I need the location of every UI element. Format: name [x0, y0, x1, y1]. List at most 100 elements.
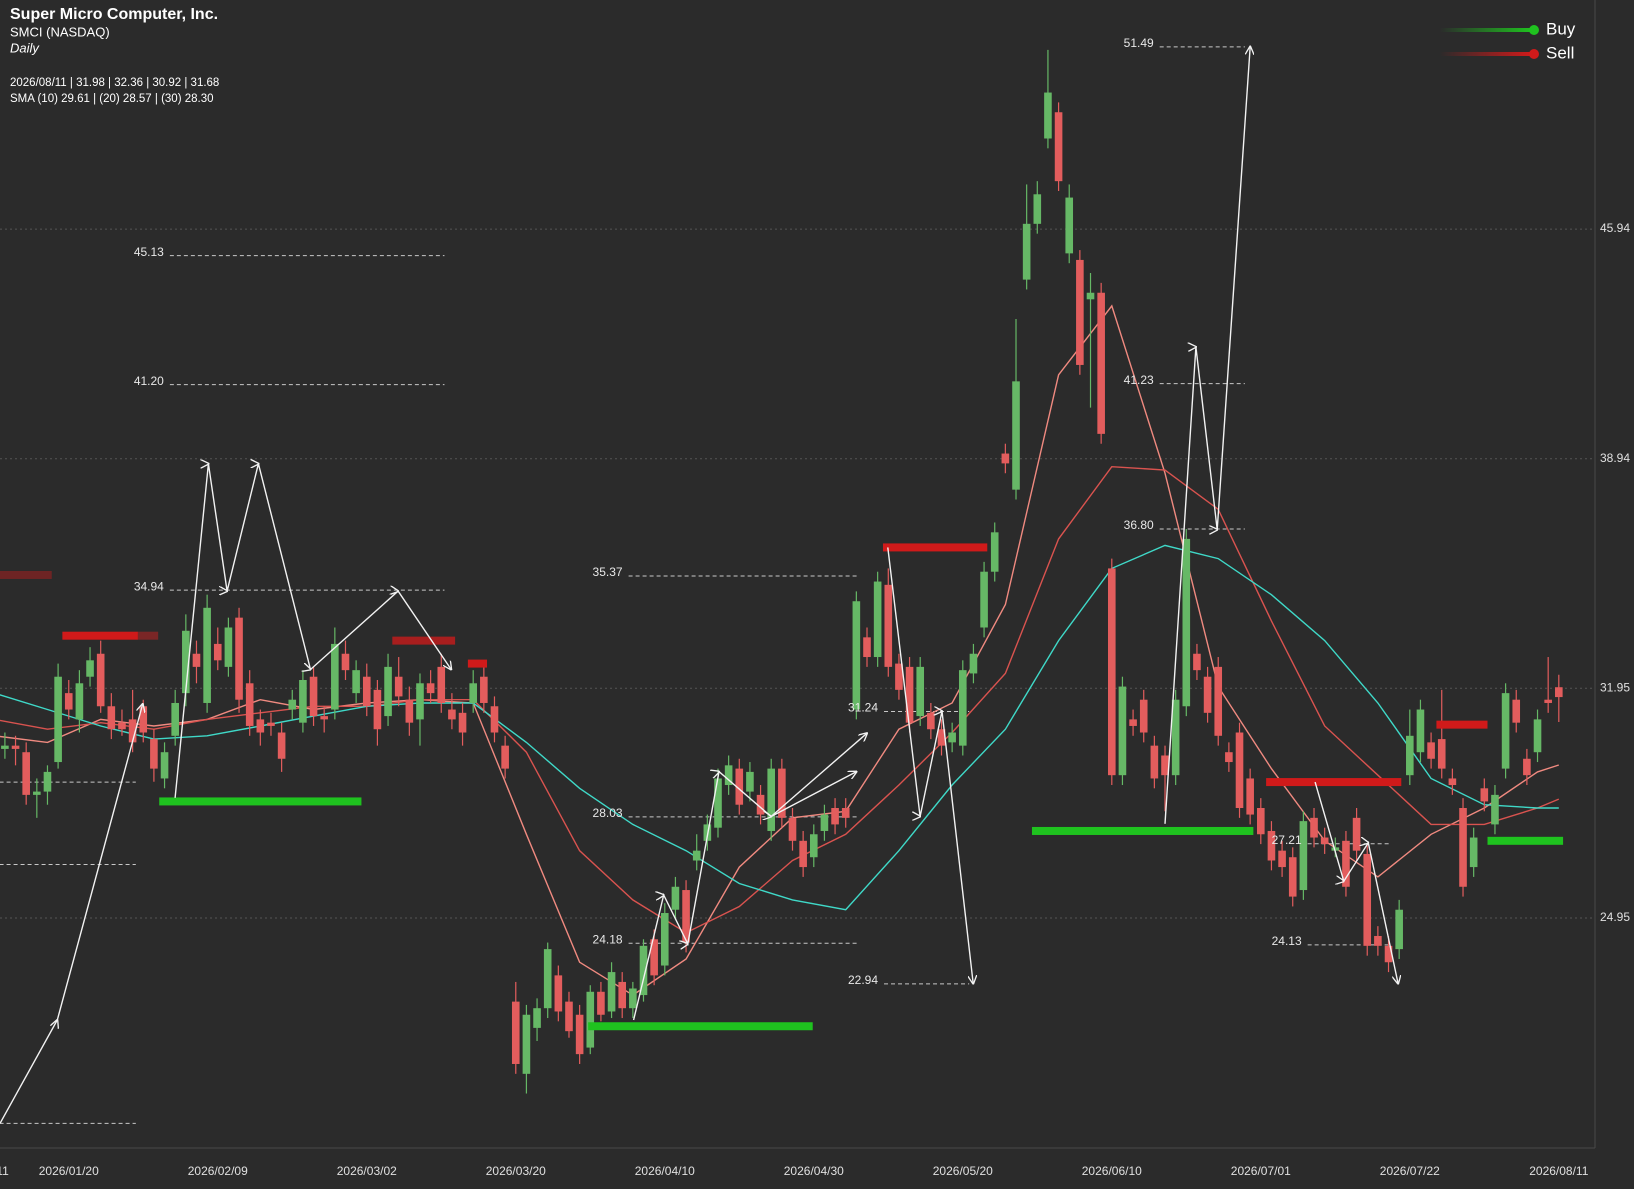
candle-body — [1267, 830, 1276, 861]
interval: Daily — [10, 40, 40, 55]
candle-body — [107, 706, 116, 730]
candle-body — [224, 627, 233, 667]
x-tick-label: 2026/08/11 — [1529, 1164, 1588, 1178]
x-tick-label: 2026/02/09 — [188, 1164, 248, 1178]
signal-zone — [0, 570, 52, 579]
candle-body — [1150, 745, 1159, 779]
candle-body — [831, 807, 839, 825]
candle-body — [362, 676, 371, 707]
candle-body — [1459, 807, 1467, 887]
y-tick-label: 45.94 — [1600, 221, 1630, 235]
candle-body — [501, 745, 509, 769]
level-label: 24.18 — [593, 932, 623, 946]
candle-body — [533, 1008, 541, 1028]
candle-body — [660, 913, 669, 966]
candle-body — [1544, 699, 1552, 703]
candle-body — [203, 607, 211, 703]
x-tick-label: 2026/05/20 — [933, 1164, 993, 1178]
legend-line — [1440, 52, 1532, 56]
candle-body — [799, 840, 807, 868]
candle-body — [990, 532, 999, 572]
y-tick-label: 38.94 — [1600, 451, 1630, 465]
candle-body — [1395, 909, 1403, 950]
candle-body — [1406, 735, 1414, 776]
x-tick-label: 2026/04/10 — [635, 1164, 695, 1178]
signal-zone — [159, 797, 362, 806]
x-tick-label: 2026/07/22 — [1380, 1164, 1440, 1178]
projection-arrow — [1314, 781, 1398, 984]
level-label: 51.49 — [1124, 36, 1154, 50]
candle-body — [746, 771, 754, 792]
candle-body — [1288, 857, 1297, 897]
signal-zone — [137, 631, 159, 640]
candle-body — [320, 716, 328, 720]
candle-body — [394, 676, 403, 697]
legend-dot — [1529, 49, 1539, 59]
candle-body — [1352, 817, 1361, 851]
legend-label: Sell — [1546, 43, 1574, 62]
candle-body — [1086, 292, 1095, 300]
candle-body — [1076, 259, 1084, 365]
candle-body — [480, 676, 488, 703]
candle-body — [852, 601, 861, 710]
plot-area — [0, 47, 1595, 1124]
candle-body — [1225, 752, 1233, 763]
candle-body — [118, 722, 126, 730]
x-tick-label: 2026/03/20 — [486, 1164, 546, 1178]
candle-body — [1001, 453, 1010, 464]
candle-body — [426, 683, 435, 694]
candle-body — [1523, 758, 1531, 776]
candle-body — [1501, 693, 1510, 769]
title: Super Micro Computer, Inc. — [10, 6, 218, 23]
candle-body — [863, 637, 871, 658]
legend-line — [1440, 28, 1532, 32]
x-tick-label: 08/11 — [0, 1164, 9, 1178]
level-label: 45.13 — [134, 245, 164, 259]
candle-body — [1054, 112, 1063, 182]
candle-body — [650, 939, 658, 976]
candle-body — [1278, 850, 1286, 868]
candle-body — [767, 768, 776, 831]
x-tick-label: 2026/03/02 — [337, 1164, 397, 1178]
candle-body — [980, 571, 988, 628]
candle-body — [1437, 739, 1446, 769]
level-label: 41.20 — [134, 374, 164, 388]
candle-body — [490, 706, 499, 733]
candle-body — [1448, 778, 1457, 786]
candle-body — [469, 683, 477, 703]
candle-body — [352, 670, 360, 694]
candle-body — [150, 739, 158, 769]
signal-zone — [1487, 836, 1564, 845]
level-label: 24.13 — [1272, 934, 1302, 948]
candle-body — [884, 584, 893, 667]
candle-body — [416, 683, 424, 720]
x-tick-label: 2026/07/01 — [1231, 1164, 1291, 1178]
candle-body — [182, 630, 190, 694]
candle-body — [1555, 687, 1563, 698]
candle-body — [1427, 742, 1435, 759]
candle-body — [331, 643, 339, 710]
candle-body — [1310, 817, 1318, 838]
legend-label: Buy — [1546, 19, 1576, 38]
projection-arrow — [632, 772, 857, 1021]
candle-body — [1214, 666, 1223, 736]
level-label: 31.24 — [848, 701, 878, 715]
x-tick-label: 2026/04/30 — [784, 1164, 844, 1178]
candle-body — [341, 653, 350, 671]
candle-body — [714, 778, 722, 828]
candle-body — [873, 581, 882, 658]
candle-body — [629, 988, 637, 1009]
level-label: 28.03 — [593, 806, 623, 820]
candle-body — [54, 676, 62, 763]
candle-body — [160, 752, 169, 779]
candle-body — [235, 617, 243, 700]
y-tick-label: 31.95 — [1600, 680, 1630, 694]
candle-body — [288, 699, 297, 710]
candle-body — [245, 683, 254, 726]
candle-body — [809, 834, 818, 858]
candle-body — [916, 666, 925, 717]
candle-body — [1118, 686, 1127, 776]
candle-body — [373, 689, 382, 730]
